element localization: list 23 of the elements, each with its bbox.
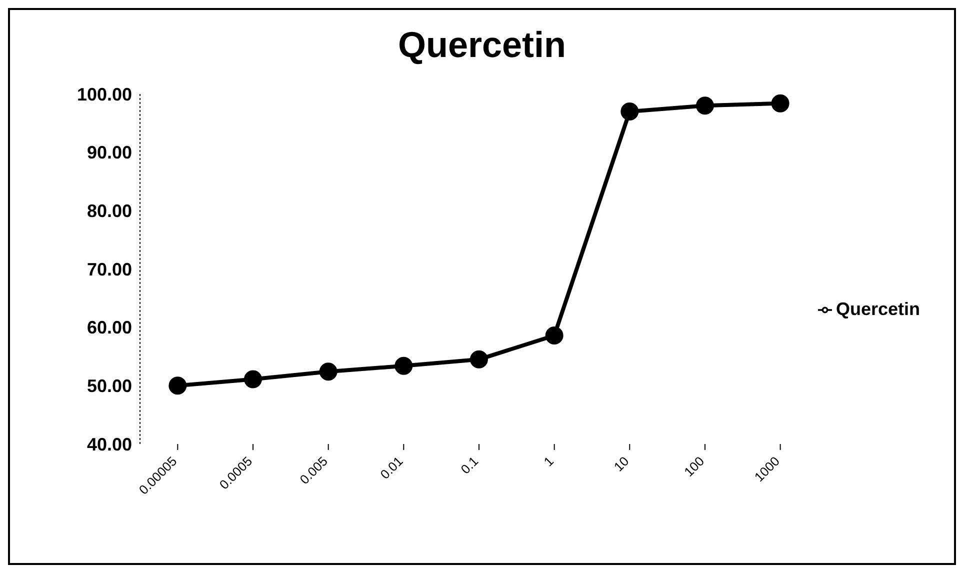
legend-label: Quercetin: [836, 298, 920, 318]
y-tick-label: 90.00: [86, 142, 132, 163]
point: [771, 94, 790, 112]
point: [696, 96, 714, 115]
point: [620, 102, 639, 120]
point: [470, 350, 488, 368]
point: [545, 326, 564, 344]
chart-title: Quercetin: [396, 24, 568, 67]
x-tick-label: 0.1: [458, 454, 482, 477]
y-tick-label: 50.00: [86, 376, 132, 396]
y-tick-label: 60.00: [86, 318, 132, 338]
y-tick-label: 40.00: [86, 434, 132, 454]
point: [319, 362, 338, 381]
x-tick-label: 1: [540, 454, 556, 470]
point: [168, 376, 187, 395]
y-tick-label: 80.00: [86, 201, 132, 222]
x-tick-label: 100: [681, 454, 708, 480]
y-tick-label: 100.00: [76, 84, 132, 104]
x-tick-label: 0.01: [377, 454, 406, 482]
y-tick-label: 70.00: [86, 259, 132, 280]
point: [394, 356, 413, 375]
point: [244, 370, 262, 388]
x-tick-label: 10: [610, 454, 632, 474]
